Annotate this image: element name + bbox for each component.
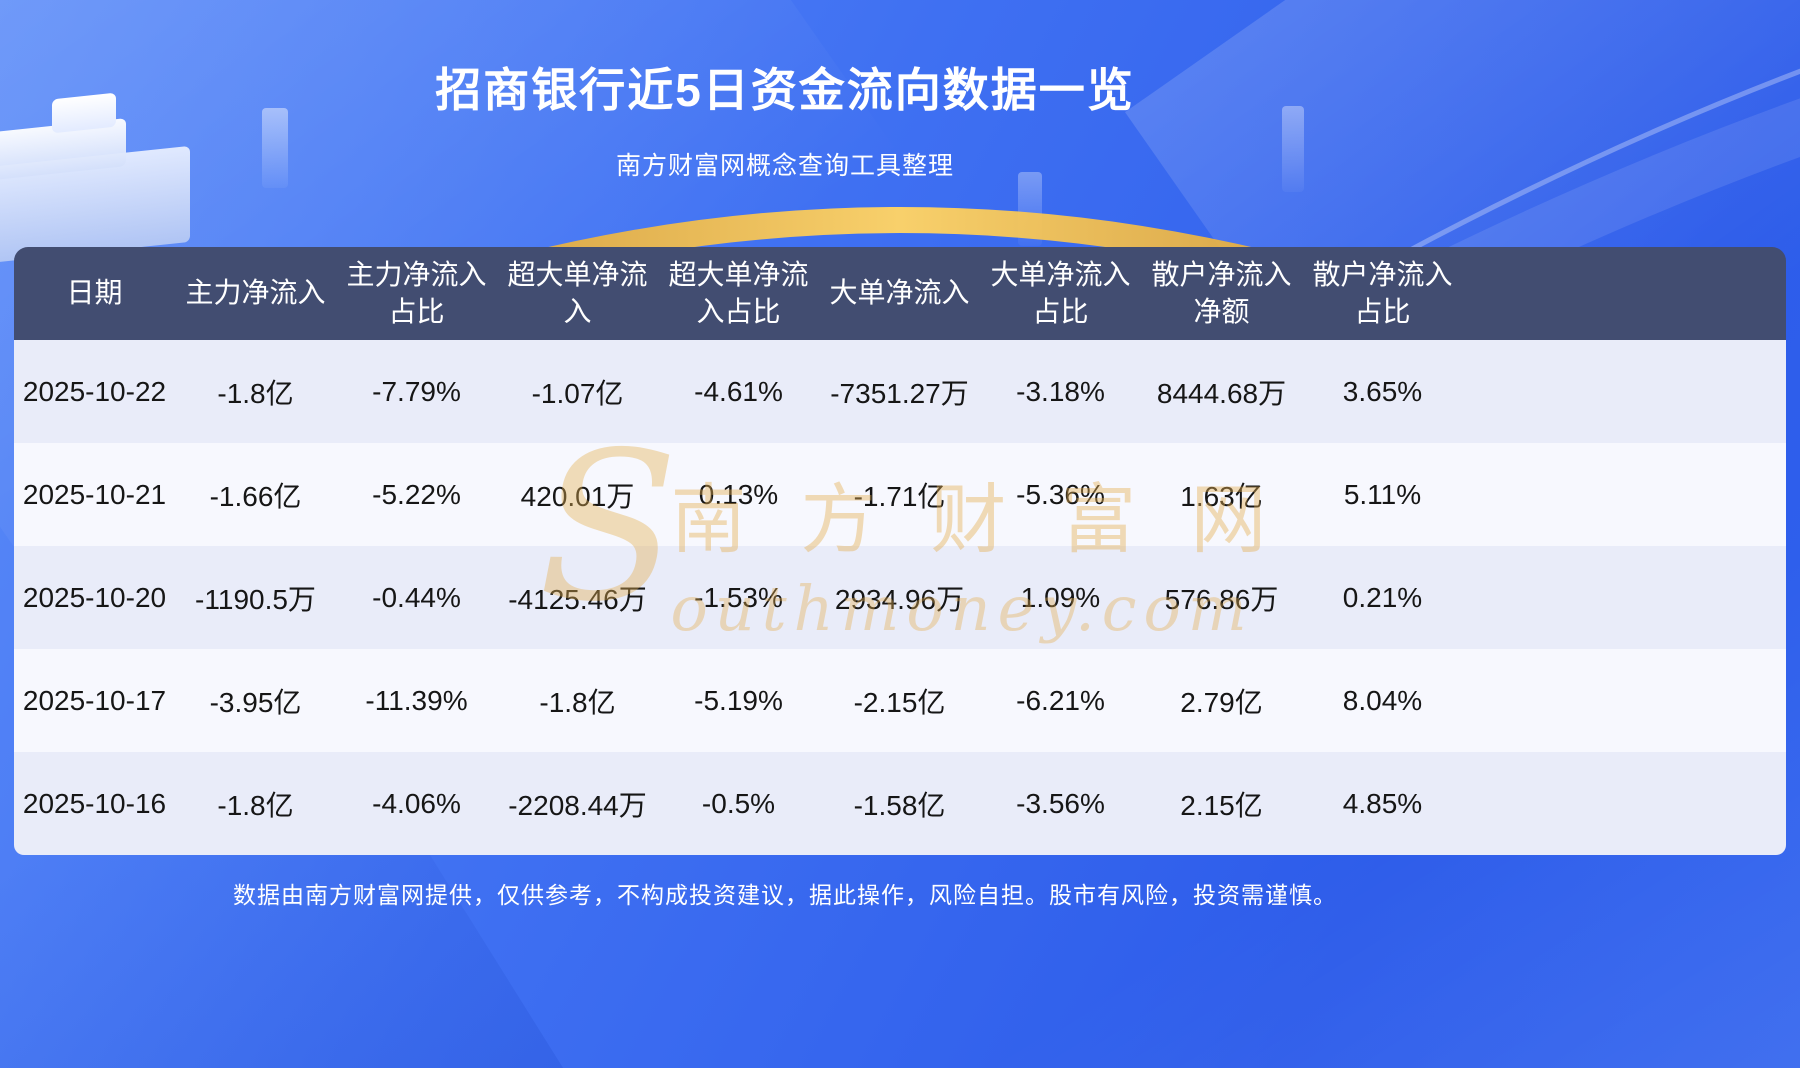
column-header: 大单净流入 (829, 277, 970, 309)
value-cell: -1.8亿 (217, 789, 294, 821)
column-header: 散户净流入净额 (1151, 259, 1292, 327)
decor-light-pillar (1018, 172, 1042, 246)
date-cell: 2025-10-22 (22, 375, 167, 407)
value-cell: -5.36% (1016, 478, 1105, 510)
value-cell: -7351.27万 (830, 377, 969, 409)
value-cell: 0.21% (1342, 581, 1423, 613)
table-row: 2025-10-16 -1.8亿 -4.06% -2208.44万 -0.5% -1.58… (14, 752, 1786, 855)
value-cell: 8444.68万 (1156, 377, 1287, 409)
value-cell: 2.15亿 (1180, 789, 1263, 821)
value-cell: -1.8亿 (217, 377, 294, 409)
value-cell: -4.61% (694, 375, 783, 407)
value-cell: 3.65% (1342, 375, 1423, 407)
value-cell: -0.44% (372, 581, 461, 613)
value-cell: 4.85% (1342, 787, 1423, 819)
value-cell: -1190.5万 (195, 583, 316, 615)
value-cell: 2.79亿 (1180, 686, 1263, 718)
table-row: 2025-10-21 -1.66亿 -5.22% 420.01万 0.13% -1.71亿… (14, 443, 1786, 546)
table-body: 2025-10-22 -1.8亿 -7.79% -1.07亿 -4.61% -7351.2… (14, 340, 1786, 855)
column-header: 大单净流入占比 (990, 259, 1131, 327)
hero-section: 招商银行近5日资金流向数据一览 南方财富网概念查询工具整理 (0, 0, 1570, 182)
value-cell: -6.21% (1016, 684, 1105, 716)
value-cell: 2934.96万 (834, 583, 965, 615)
fund-flow-table: 日期 主力净流入 主力净流入占比 超大单净流入 超大单净流入占比 大单净流入 大单净流入占比… (14, 247, 1786, 855)
value-cell: 8.04% (1342, 684, 1423, 716)
value-cell: 576.86万 (1164, 583, 1279, 615)
value-cell: -1.66亿 (209, 480, 302, 512)
value-cell: -1.71亿 (853, 480, 946, 512)
column-header: 主力净流入占比 (346, 259, 487, 327)
value-cell: -4.06% (372, 787, 461, 819)
value-cell: -3.95亿 (209, 686, 302, 718)
value-cell: -1.58亿 (853, 789, 946, 821)
page-title: 招商银行近5日资金流向数据一览 (435, 64, 1135, 116)
column-header: 超大单净流入占比 (668, 259, 809, 327)
disclaimer-text: 数据由南方财富网提供，仅供参考，不构成投资建议，据此操作，风险自担。股市有风险，… (233, 882, 1337, 908)
column-header: 超大单净流入 (507, 259, 648, 327)
table-row: 2025-10-20 -1190.5万 -0.44% -4125.46万 -1.53% 2… (14, 546, 1786, 649)
column-header: 主力净流入 (185, 277, 326, 309)
value-cell: -0.5% (701, 787, 776, 819)
value-cell: 1.63亿 (1180, 480, 1263, 512)
value-cell: -5.19% (694, 684, 783, 716)
value-cell: -7.79% (372, 375, 461, 407)
column-header: 散户净流入占比 (1312, 259, 1453, 327)
value-cell: -1.53% (694, 581, 783, 613)
value-cell: -3.56% (1016, 787, 1105, 819)
value-cell: 0.13% (698, 478, 779, 510)
page-subtitle: 南方财富网概念查询工具整理 (615, 152, 954, 180)
date-cell: 2025-10-21 (22, 478, 167, 510)
value-cell: -4125.46万 (508, 583, 647, 615)
value-cell: -1.8亿 (539, 686, 616, 718)
date-cell: 2025-10-17 (22, 684, 167, 716)
date-cell: 2025-10-20 (22, 581, 167, 613)
value-cell: 5.11% (1343, 478, 1422, 510)
value-cell: -5.22% (372, 478, 461, 510)
column-header: 日期 (66, 277, 123, 309)
table-row: 2025-10-22 -1.8亿 -7.79% -1.07亿 -4.61% -7351.2… (14, 340, 1786, 443)
date-cell: 2025-10-16 (22, 787, 167, 819)
value-cell: -3.18% (1016, 375, 1105, 407)
value-cell: -2.15亿 (853, 686, 946, 718)
value-cell: -11.39% (365, 684, 468, 716)
table-header-row: 日期 主力净流入 主力净流入占比 超大单净流入 超大单净流入占比 大单净流入 大单净流入占比… (14, 247, 1786, 340)
value-cell: -1.07亿 (531, 377, 624, 409)
table-row: 2025-10-17 -3.95亿 -11.39% -1.8亿 -5.19% -2.15亿… (14, 649, 1786, 752)
value-cell: -2208.44万 (508, 789, 647, 821)
value-cell: 1.09% (1020, 581, 1101, 613)
value-cell: 420.01万 (520, 480, 635, 512)
